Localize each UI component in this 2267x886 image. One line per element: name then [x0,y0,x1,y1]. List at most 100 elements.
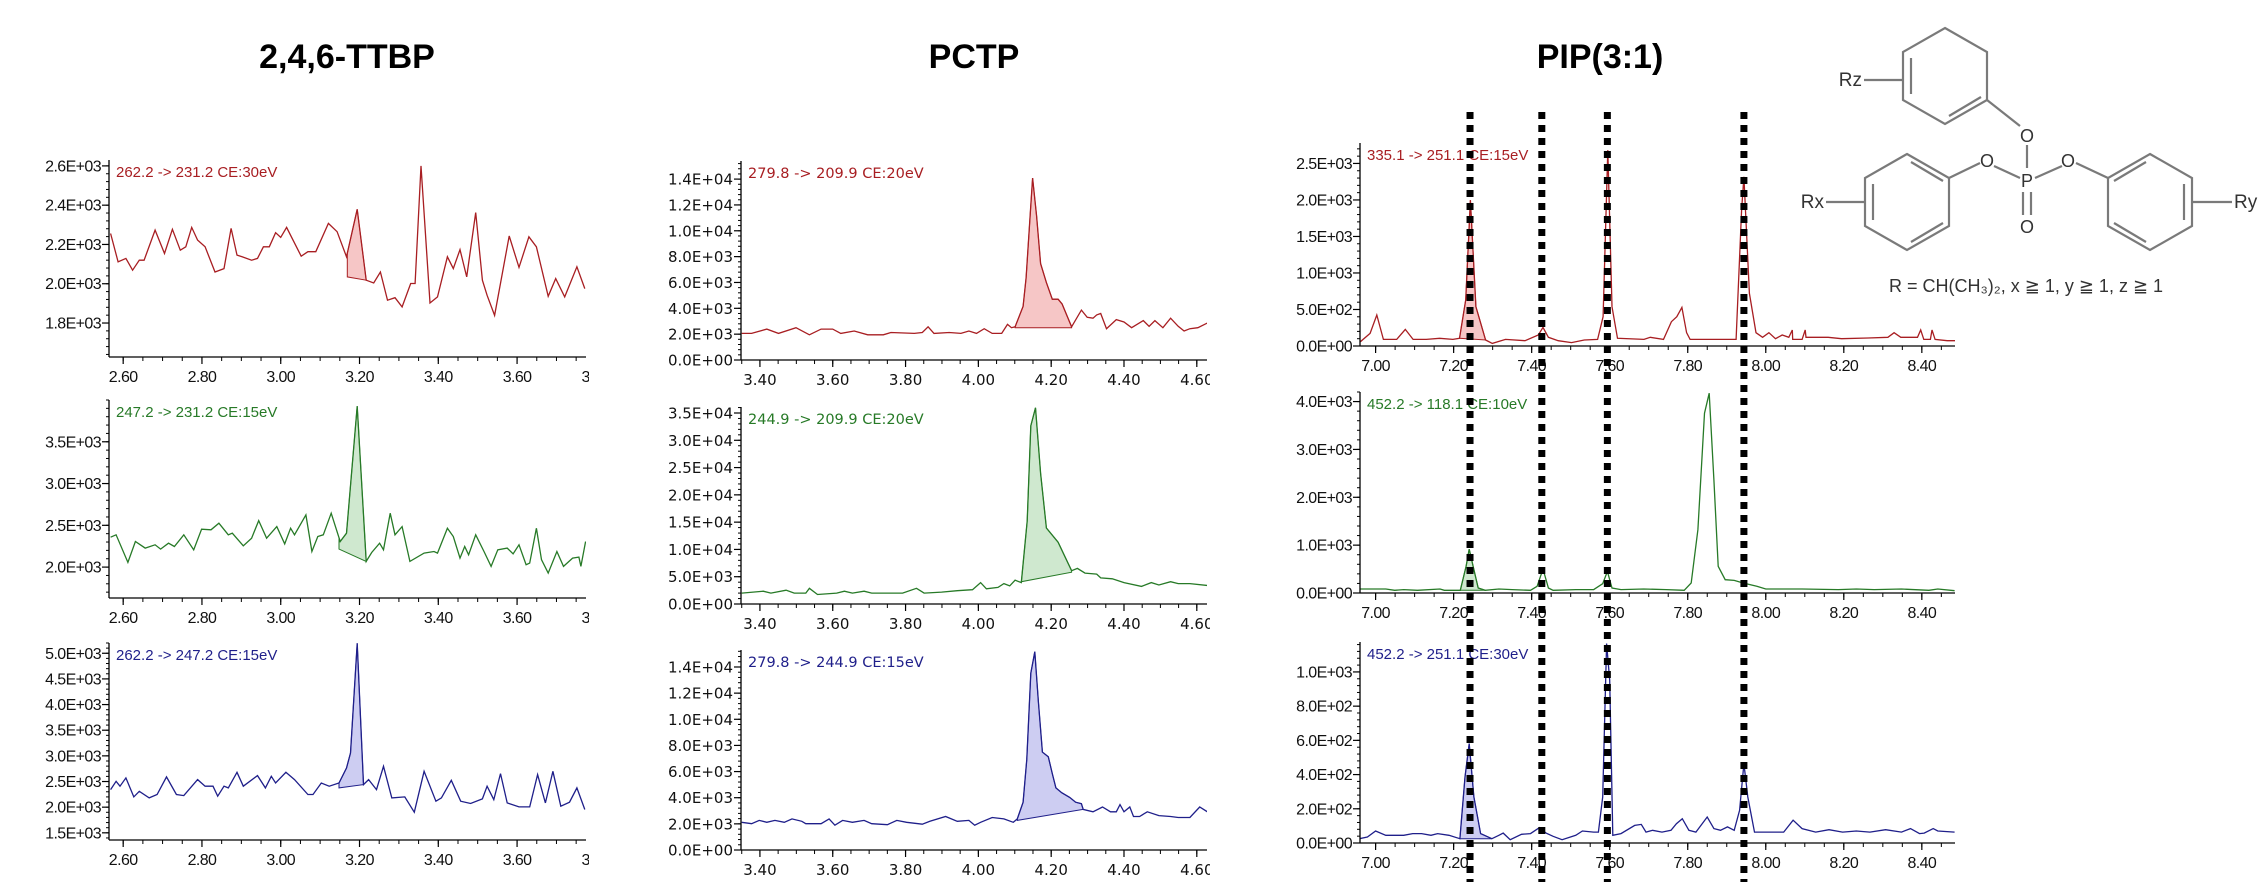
x-tick-labels: 2.60 2.80 3.00 3.20 3.40 3.60 3.80 [109,369,610,386]
y-tick-label: 0.0E+00 [1296,836,1353,853]
y-tick-label: 1.8E+03 [45,316,102,333]
x-tick-label: 4.00 [962,615,995,633]
o-left-bond-p [1993,165,2021,179]
y-tick-label: 4.0E+03 [45,697,102,714]
atom-o-top: O [2020,126,2034,146]
chart-title-pip: PIP(3:1) [1536,38,1664,76]
x-tick-label: 7.00 [1361,605,1390,622]
x-tick-label: 3.80 [581,369,610,386]
chromatogram-trace [741,651,1207,827]
chromatogram-panel: 0.0E+00 2.0E+03 4.0E+03 6.0E+03 8.0E+03 1.0E+… [668,161,1210,389]
x-tick-label: 3.20 [345,369,374,386]
x-tick-label: 7.60 [1595,358,1624,375]
x-tick-labels: 7.00 7.20 7.40 7.60 7.80 8.00 8.20 8.40 [1361,855,1937,872]
x-tick-label: 3.20 [345,852,374,869]
x-tick-label: 3.00 [266,852,295,869]
chromatogram-panels: 1.8E+032.0E+032.2E+032.4E+032.6E+032.60 2… [45,143,1955,879]
x-tick-label: 3.20 [345,610,374,627]
x-tick-label: 3.80 [889,615,922,633]
x-tick-label: 2.60 [109,610,138,627]
y-tick-label: 1.4E+04 [668,171,733,189]
x-tick-label: 7.20 [1439,605,1468,622]
benzene-ring-right [2106,152,2194,252]
x-tick-label: 8.40 [1907,855,1936,872]
transition-label: 452.2 -> 118.1 CE:10eV [1367,396,1527,413]
x-tick-label: 2.80 [188,852,217,869]
x-tick-label: 7.20 [1439,855,1468,872]
x-tick-labels: 7.00 7.20 7.40 7.60 7.80 8.00 8.20 8.40 [1361,605,1937,622]
x-tick-label: 4.40 [1107,861,1140,879]
y-tick-label: 1.5E+04 [668,514,733,532]
transition-label: 244.9 -> 209.9 CE:20eV [748,412,924,428]
y-tick-label: 5.0E+03 [45,646,102,663]
y-tick-label: 0.0E+00 [1296,586,1353,603]
transition-label: 279.8 -> 209.9 CE:20eV [748,166,924,182]
chromatogram-panel: 1.5E+03 2.0E+03 2.5E+03 3.0E+03 3.5E+03 4.0E+… [45,642,610,869]
y-tick-label: 2.5E+04 [668,459,733,477]
x-tick-label: 7.80 [1673,855,1702,872]
x-tick-label: 3.40 [424,369,453,386]
y-tick-label: 3.0E+04 [668,432,733,450]
benzene-ring-left [1863,152,1951,252]
chromatogram-trace [1360,393,1955,592]
y-tick-label: 2.0E+03 [1296,490,1353,507]
y-tick-label: 2.5E+03 [1296,156,1353,173]
x-tick-label: 7.00 [1361,855,1390,872]
x-tick-labels: 2.60 2.80 3.00 3.20 3.40 3.60 3.80 [109,610,589,627]
x-tick-label: 8.40 [1907,605,1936,622]
ring-top-inner-bond [1948,96,1982,117]
x-tick-label: 8.00 [1751,855,1780,872]
y-tick-label: 1.0E+03 [1296,265,1353,282]
chromatogram-panel: 0.0E+00 5.0E+03 1.0E+04 1.5E+04 2.0E+04 2.5E+… [668,405,1210,633]
chromatogram-panel: 0.0E+00 2.0E+03 4.0E+03 6.0E+03 8.0E+03 1.0E+… [668,650,1210,879]
chromatogram-panel: 0.0E+00 2.0E+02 4.0E+02 6.0E+02 8.0E+02 1.0E+… [1296,642,1955,872]
y-tick-label: 8.0E+03 [668,248,733,266]
o-right-bond-p [2034,164,2063,180]
x-tick-label: 7.00 [1361,358,1390,375]
y-tick-label: 4.0E+02 [1296,767,1353,784]
y-tick-label: 2.0E+03 [45,800,102,817]
x-tick-label: 3.80 [581,852,610,869]
x-tick-label: 3.60 [816,861,849,879]
y-tick-label: 2.6E+03 [45,158,102,175]
chromatogram-panel: 2.0E+03 2.5E+03 3.0E+03 3.5E+03 2.60 2.80 3.00… [45,399,589,627]
y-tick-label: 6.0E+03 [668,274,733,292]
x-tick-label: 4.20 [1034,371,1067,389]
x-tick-label: 3.00 [266,369,295,386]
x-tick-labels: 3.40 3.60 3.80 4.00 4.20 4.40 4.60 [743,615,1210,633]
x-tick-labels: 3.40 3.60 3.80 4.00 4.20 4.40 4.60 [743,861,1210,879]
chromatogram-trace [110,643,586,814]
transition-label: 247.2 -> 231.2 CE:15eV [116,404,277,421]
x-tick-label: 2.80 [188,610,217,627]
y-tick-label: 2.5E+03 [45,518,102,535]
o-left-bond-ring [1948,162,1981,179]
atom-o-right: O [2061,151,2075,171]
chromatogram-trace [741,407,1207,596]
chromatogram-panel: 0.0E+00 1.0E+03 2.0E+03 3.0E+03 4.0E+03 7.00 7… [1296,391,1955,622]
chromatogram-panel: 1.8E+032.0E+032.2E+032.4E+032.6E+032.60 2… [45,158,610,386]
chart-title-ttbp: 2,4,6-TTBP [259,38,435,76]
y-tick-label: 0.0E+00 [668,352,733,370]
x-tick-labels: 7.00 7.20 7.40 7.60 7.80 8.00 8.20 8.40 [1361,358,1937,375]
x-tick-label: 3.40 [743,615,776,633]
y-tick-label: 1.0E+04 [668,222,733,240]
y-tick-label: 1.2E+04 [668,196,733,214]
y-tick-label: 3.0E+03 [1296,442,1353,459]
y-tick-label: 4.0E+03 [668,300,733,318]
integrated-peak-area [346,209,367,281]
x-tick-label: 8.00 [1751,605,1780,622]
y-tick-label: 2.0E+03 [45,276,102,293]
y-tick-label: 1.0E+03 [1296,664,1353,681]
x-tick-label: 7.80 [1673,358,1702,375]
y-tick-label: 1.2E+04 [668,685,733,703]
y-tick-label: 5.0E+02 [1296,302,1353,319]
y-tick-label: 1.0E+04 [668,711,733,729]
y-tick-label: 4.0E+03 [668,789,733,807]
transition-label: 279.8 -> 244.9 CE:15eV [748,655,924,671]
integrated-peak-area [1016,651,1084,821]
transition-label: 335.1 -> 251.1 CE:15eV [1367,147,1528,164]
y-tick-label: 2.4E+03 [45,198,102,215]
x-tick-label: 8.00 [1751,358,1780,375]
y-tick-label: 1.5E+03 [1296,229,1353,246]
chromatogram-trace [1360,150,1955,345]
